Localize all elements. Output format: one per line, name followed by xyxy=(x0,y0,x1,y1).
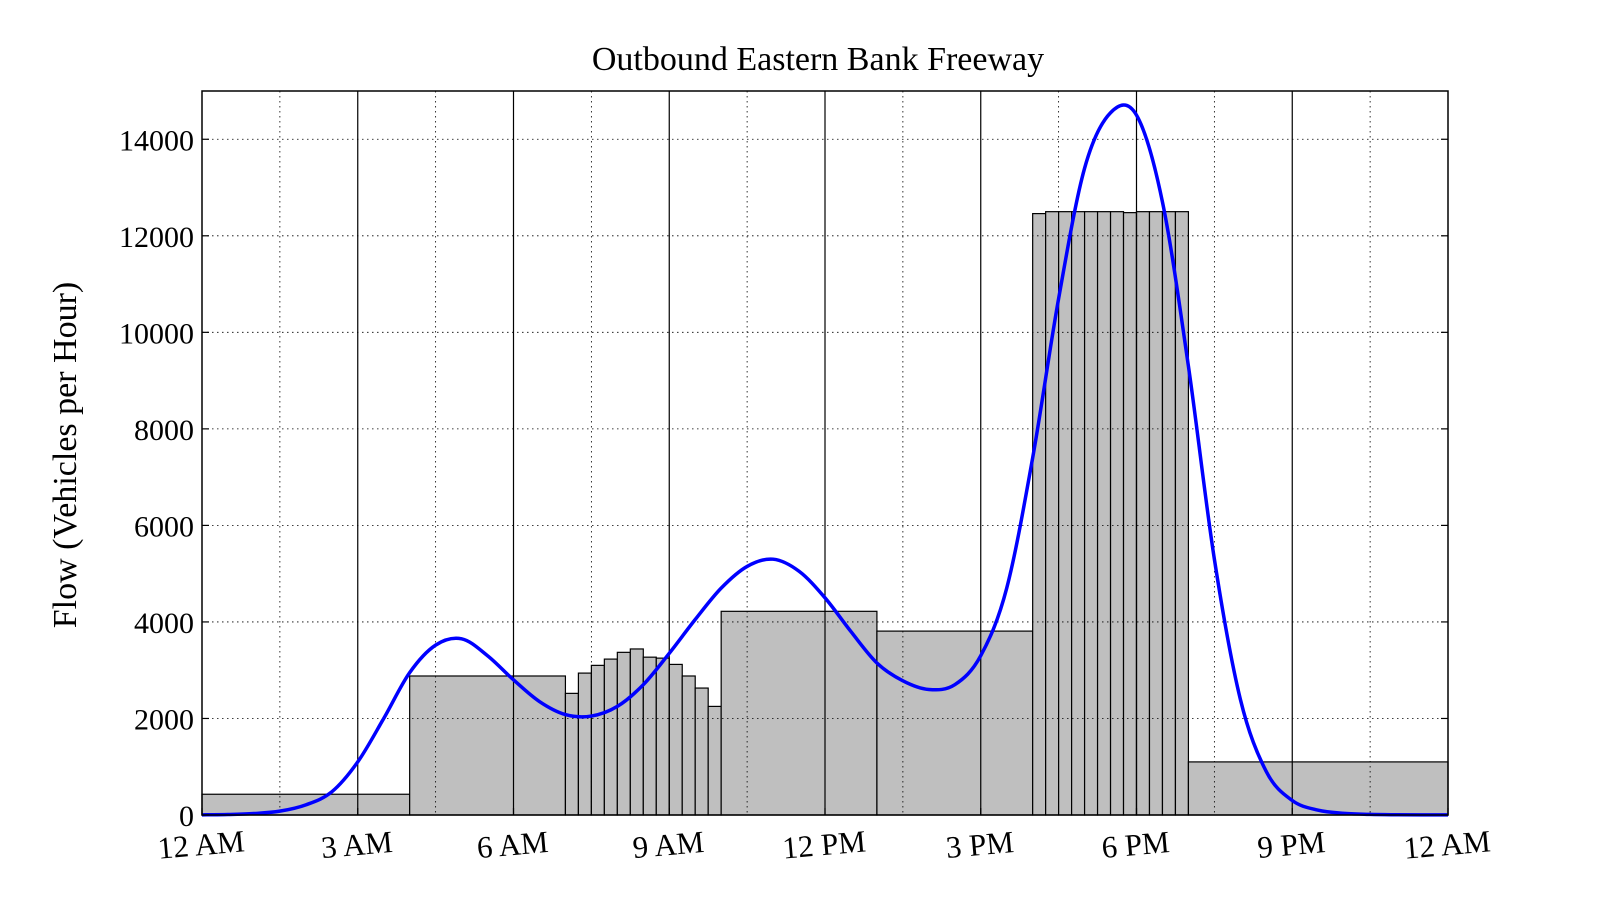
flow-bar-1 xyxy=(409,675,567,816)
chart-title: Outbound Eastern Bank Freeway xyxy=(592,41,1044,78)
flow-bar-11 xyxy=(681,675,696,816)
flow-bar-28 xyxy=(1187,761,1449,816)
x-tick-label: 3 AM xyxy=(320,824,394,865)
y-tick-label: 0 xyxy=(179,800,194,833)
y-tick-label: 14000 xyxy=(119,124,194,157)
flow-bar-12 xyxy=(694,687,709,816)
y-tick-label: 4000 xyxy=(134,607,194,640)
flow-bar-9 xyxy=(655,657,670,816)
flow-bar-24 xyxy=(1135,211,1151,816)
x-tick-label: 12 AM xyxy=(1402,823,1492,865)
y-axis-label: Flow (Vehicles per Hour) xyxy=(47,282,84,629)
y-tick-label: 6000 xyxy=(134,510,194,543)
flow-bar-2 xyxy=(564,692,579,816)
flow-bar-26 xyxy=(1161,211,1177,816)
x-tick-label: 3 PM xyxy=(944,824,1015,865)
flow-bar-18 xyxy=(1058,211,1073,816)
x-tick-label: 12 PM xyxy=(781,823,867,865)
flow-bar-13 xyxy=(707,705,722,816)
flow-bar-22 xyxy=(1109,211,1125,816)
flow-bar-10 xyxy=(668,663,683,816)
flow-bar-19 xyxy=(1071,211,1086,816)
flow-bar-15 xyxy=(876,630,1034,816)
flow-bar-14 xyxy=(720,610,878,816)
flow-bar-6 xyxy=(616,651,631,816)
flow-bar-5 xyxy=(603,658,618,816)
y-tick-label: 10000 xyxy=(119,317,194,350)
flow-bar-20 xyxy=(1083,211,1099,816)
y-tick-label: 2000 xyxy=(134,703,194,736)
flow-bar-4 xyxy=(590,664,605,816)
flow-bar-16 xyxy=(1032,212,1047,816)
flow-bar-7 xyxy=(629,648,644,816)
x-tick-label: 9 AM xyxy=(631,824,705,865)
x-tick-label: 9 PM xyxy=(1256,824,1327,865)
x-tick-label: 12 AM xyxy=(156,823,246,865)
x-tick-label: 6 PM xyxy=(1100,824,1171,865)
y-tick-label: 8000 xyxy=(134,414,194,447)
y-tick-label: 12000 xyxy=(119,221,194,254)
flow-bar-21 xyxy=(1096,211,1112,816)
flow-bar-3 xyxy=(577,672,592,816)
flow-curve-line xyxy=(201,103,1449,817)
x-tick-label: 6 AM xyxy=(475,824,549,865)
flow-bar-23 xyxy=(1122,212,1138,816)
flow-bar-25 xyxy=(1148,211,1164,816)
